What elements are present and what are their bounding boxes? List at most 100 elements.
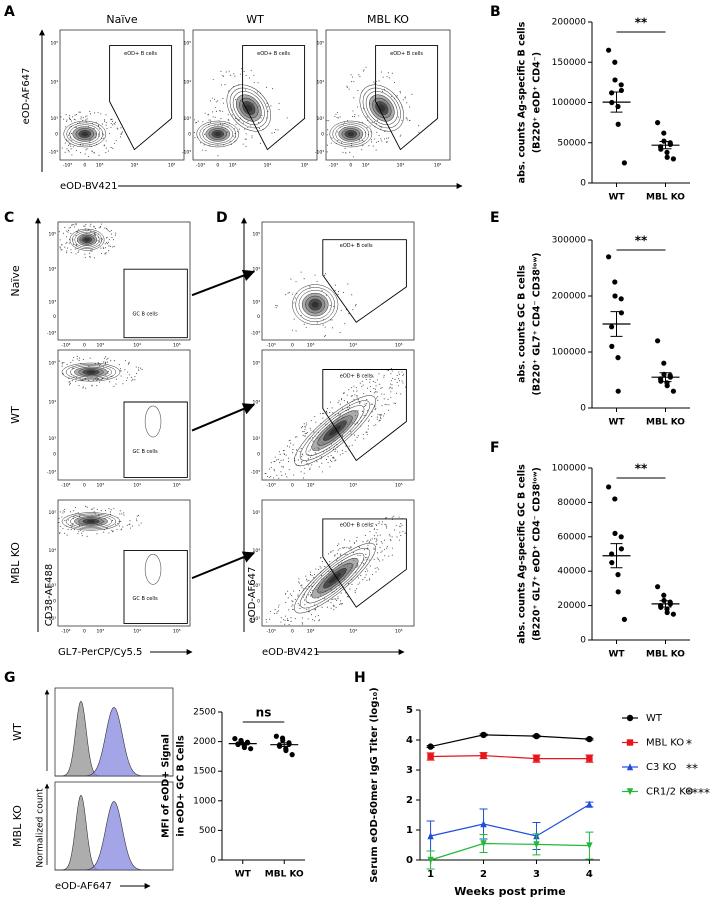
- flow-event: [73, 529, 75, 531]
- flow-event: [375, 532, 377, 534]
- flow-event: [349, 548, 351, 550]
- flow-event: [371, 525, 373, 527]
- flow-event: [220, 84, 222, 86]
- flow-event: [324, 273, 327, 275]
- flow-tick-label: 10⁴: [183, 80, 191, 86]
- flow-event: [67, 519, 69, 521]
- flow-event: [63, 532, 66, 534]
- flow-event: [219, 110, 221, 112]
- flow-event: [113, 122, 115, 124]
- flow-event: [326, 449, 328, 451]
- flow-event: [346, 596, 348, 598]
- flow-event: [329, 412, 331, 414]
- flow-event: [120, 375, 122, 377]
- axis-label: eOD-BV421: [60, 181, 117, 192]
- flow-event: [379, 419, 381, 421]
- flow-event: [287, 292, 289, 294]
- axis-label: GL7-PerCP/Cy5.5: [58, 647, 142, 658]
- flow-event: [353, 81, 355, 83]
- flow-event: [374, 121, 376, 123]
- flow-event: [327, 461, 329, 464]
- flow-event: [76, 358, 78, 360]
- contour: [332, 122, 370, 146]
- flow-event: [391, 516, 393, 518]
- flow-event: [301, 584, 303, 586]
- flow-event: [61, 147, 63, 149]
- flow-event: [374, 381, 376, 383]
- flow-tick-label: 10⁵: [48, 510, 56, 516]
- flow-event: [90, 223, 92, 225]
- flow-event: [64, 519, 66, 522]
- flow-title: WT: [246, 13, 264, 26]
- flow-event: [377, 557, 379, 559]
- flow-event: [112, 124, 114, 126]
- flow-event: [293, 590, 295, 592]
- flow-event: [329, 304, 331, 307]
- contour: [199, 122, 237, 146]
- flow-event: [85, 505, 87, 508]
- flow-event: [334, 115, 336, 117]
- flow-event: [309, 469, 311, 471]
- flow-event: [79, 122, 81, 124]
- flow-event: [278, 102, 280, 104]
- flow-event: [338, 400, 340, 402]
- flow-event: [81, 535, 83, 537]
- flow-event: [58, 532, 61, 534]
- flow-tick-label: -10³: [251, 616, 260, 622]
- flow-event: [105, 114, 107, 116]
- flow-event: [67, 140, 69, 142]
- flow-event: [365, 553, 367, 555]
- flow-event: [350, 433, 352, 435]
- contour: [298, 290, 332, 320]
- flow-event: [121, 513, 123, 515]
- flow-event: [378, 523, 380, 525]
- flow-event: [368, 419, 370, 421]
- flow-event: [85, 119, 87, 121]
- flow-event: [396, 536, 398, 538]
- flow-event: [130, 376, 132, 378]
- flow-event: [408, 119, 411, 121]
- series-line: [430, 803, 590, 837]
- flow-event: [369, 578, 371, 580]
- flow-event: [381, 405, 383, 407]
- flow-event: [351, 395, 353, 397]
- flow-event: [122, 383, 124, 385]
- flow-event: [75, 126, 77, 128]
- flow-event: [348, 407, 350, 409]
- flow-event: [361, 380, 363, 382]
- data-point: [586, 842, 593, 850]
- flow-tick-label: -10³: [182, 150, 191, 156]
- flow-event: [277, 129, 279, 131]
- flow-event: [100, 113, 102, 115]
- flow-event: [120, 520, 122, 522]
- flow-event: [326, 412, 328, 414]
- flow-event: [109, 511, 112, 513]
- flow-event: [377, 141, 379, 143]
- flow-event: [101, 252, 103, 255]
- contour: [292, 284, 339, 325]
- flow-event: [273, 612, 276, 615]
- flow-event: [309, 573, 312, 575]
- legend-significance: ****: [686, 786, 710, 800]
- flow-event: [81, 379, 83, 381]
- flow-event: [278, 477, 280, 479]
- flow-event: [388, 534, 390, 536]
- flow-event: [207, 113, 209, 115]
- flow-event: [212, 111, 214, 113]
- flow-event: [315, 421, 317, 423]
- flow-event: [112, 147, 114, 149]
- contour: [214, 131, 222, 137]
- contour: [329, 120, 373, 148]
- flow-event: [388, 404, 390, 406]
- flow-event: [110, 509, 112, 511]
- flow-tick-label: 10⁴: [397, 163, 405, 169]
- flow-event: [326, 410, 328, 413]
- flow-event: [396, 381, 398, 383]
- flow-event: [110, 360, 112, 362]
- flow-event: [303, 596, 305, 598]
- flow-event: [381, 140, 383, 142]
- flow-event: [376, 539, 378, 541]
- flow-event: [66, 250, 68, 252]
- flow-event: [102, 137, 104, 139]
- flow-event: [295, 281, 297, 283]
